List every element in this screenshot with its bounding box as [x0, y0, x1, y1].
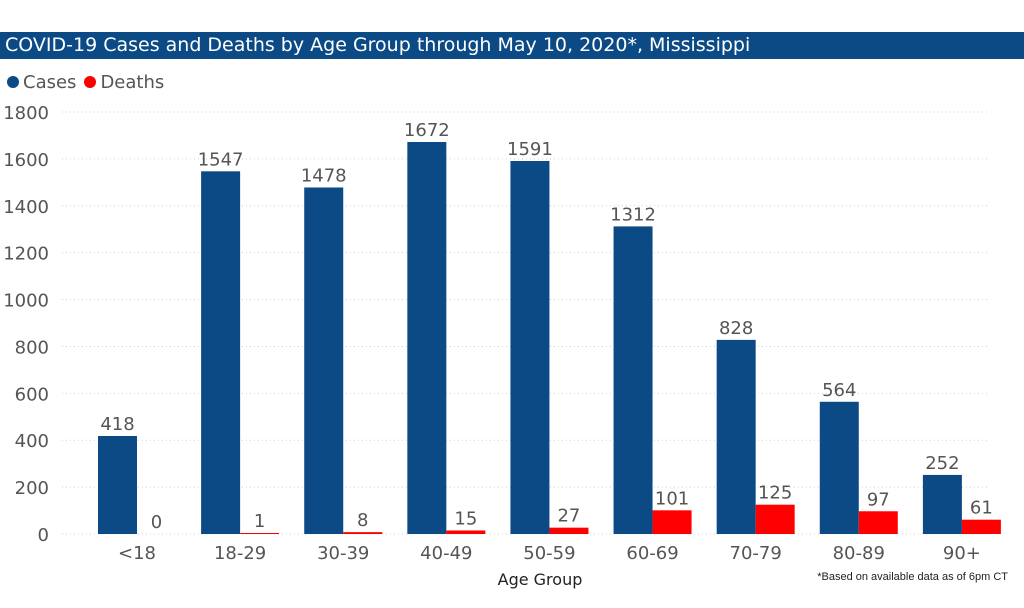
- bar-deaths: [240, 533, 280, 534]
- y-tick-label: 1600: [3, 150, 49, 171]
- bar-cases: [922, 474, 962, 534]
- legend-cases-label: Cases: [23, 71, 77, 93]
- data-label-cases: 828: [719, 318, 753, 339]
- bar-cases: [716, 339, 756, 534]
- legend-item-deaths[interactable]: Deaths: [84, 72, 164, 93]
- footnote: *Based on available data as of 6pm CT: [817, 571, 1008, 583]
- x-axis-title: Age Group: [498, 570, 583, 589]
- data-label-deaths: 101: [655, 488, 689, 509]
- data-label-cases: 1672: [404, 120, 450, 141]
- x-tick-label: 90+: [943, 543, 981, 564]
- bar-deaths: [343, 532, 383, 534]
- legend: Cases Deaths: [7, 70, 172, 94]
- bar-cases: [304, 187, 344, 535]
- bar-cases: [613, 226, 653, 535]
- top-strip: [0, 0, 1024, 28]
- chart-title: COVID-19 Cases and Deaths by Age Group t…: [0, 32, 1024, 59]
- data-label-cases: 252: [925, 453, 959, 474]
- data-label-cases: 1478: [301, 165, 347, 186]
- data-label-deaths: 125: [758, 483, 792, 504]
- y-tick-label: 1400: [3, 197, 49, 218]
- data-label-deaths: 1: [254, 511, 265, 532]
- bar-deaths: [446, 530, 486, 534]
- x-tick-label: 50-59: [523, 543, 575, 564]
- x-tick-label: 40-49: [420, 543, 472, 564]
- y-tick-label: 1200: [3, 244, 49, 265]
- legend-item-cases[interactable]: Cases: [7, 72, 76, 93]
- y-tick-label: 600: [15, 384, 49, 405]
- bar-cases: [98, 436, 137, 534]
- x-tick-label: 80-89: [833, 543, 885, 564]
- y-tick-label: 200: [15, 478, 49, 499]
- bar-deaths: [652, 510, 692, 534]
- y-tick-label: 400: [15, 431, 49, 452]
- y-tick-label: 0: [38, 525, 49, 546]
- y-tick-label: 800: [15, 337, 49, 358]
- data-label-cases: 564: [822, 380, 856, 401]
- legend-deaths-marker: [84, 76, 97, 88]
- y-tick-label: 1000: [3, 291, 49, 312]
- x-tick-label: 18-29: [214, 543, 266, 564]
- x-tick-label: 70-79: [730, 543, 782, 564]
- bar-deaths: [961, 519, 1001, 534]
- data-label-deaths: 61: [970, 498, 993, 519]
- data-label-cases: 1591: [507, 139, 553, 160]
- data-label-deaths: 27: [557, 506, 580, 527]
- bar-deaths: [549, 527, 589, 534]
- data-label-cases: 1547: [198, 149, 244, 170]
- data-label-deaths: 8: [357, 510, 368, 531]
- legend-deaths-label: Deaths: [100, 71, 165, 93]
- data-label-deaths: 97: [867, 489, 890, 510]
- y-tick-label: 1800: [3, 103, 49, 124]
- data-label-cases: 418: [100, 414, 134, 435]
- bar-cases: [510, 160, 550, 534]
- x-tick-label: 30-39: [317, 543, 369, 564]
- data-label-cases: 1312: [610, 204, 656, 225]
- x-tick-label: <18: [118, 543, 156, 564]
- bar-deaths: [755, 504, 795, 534]
- data-label-deaths: 15: [454, 508, 477, 529]
- bar-cases: [819, 401, 859, 534]
- bar-cases: [407, 142, 447, 534]
- bar-cases: [201, 171, 241, 534]
- data-label-deaths: 0: [151, 512, 162, 533]
- legend-cases-marker: [7, 76, 19, 88]
- x-tick-label: 60-69: [626, 543, 678, 564]
- bar-deaths: [858, 511, 898, 534]
